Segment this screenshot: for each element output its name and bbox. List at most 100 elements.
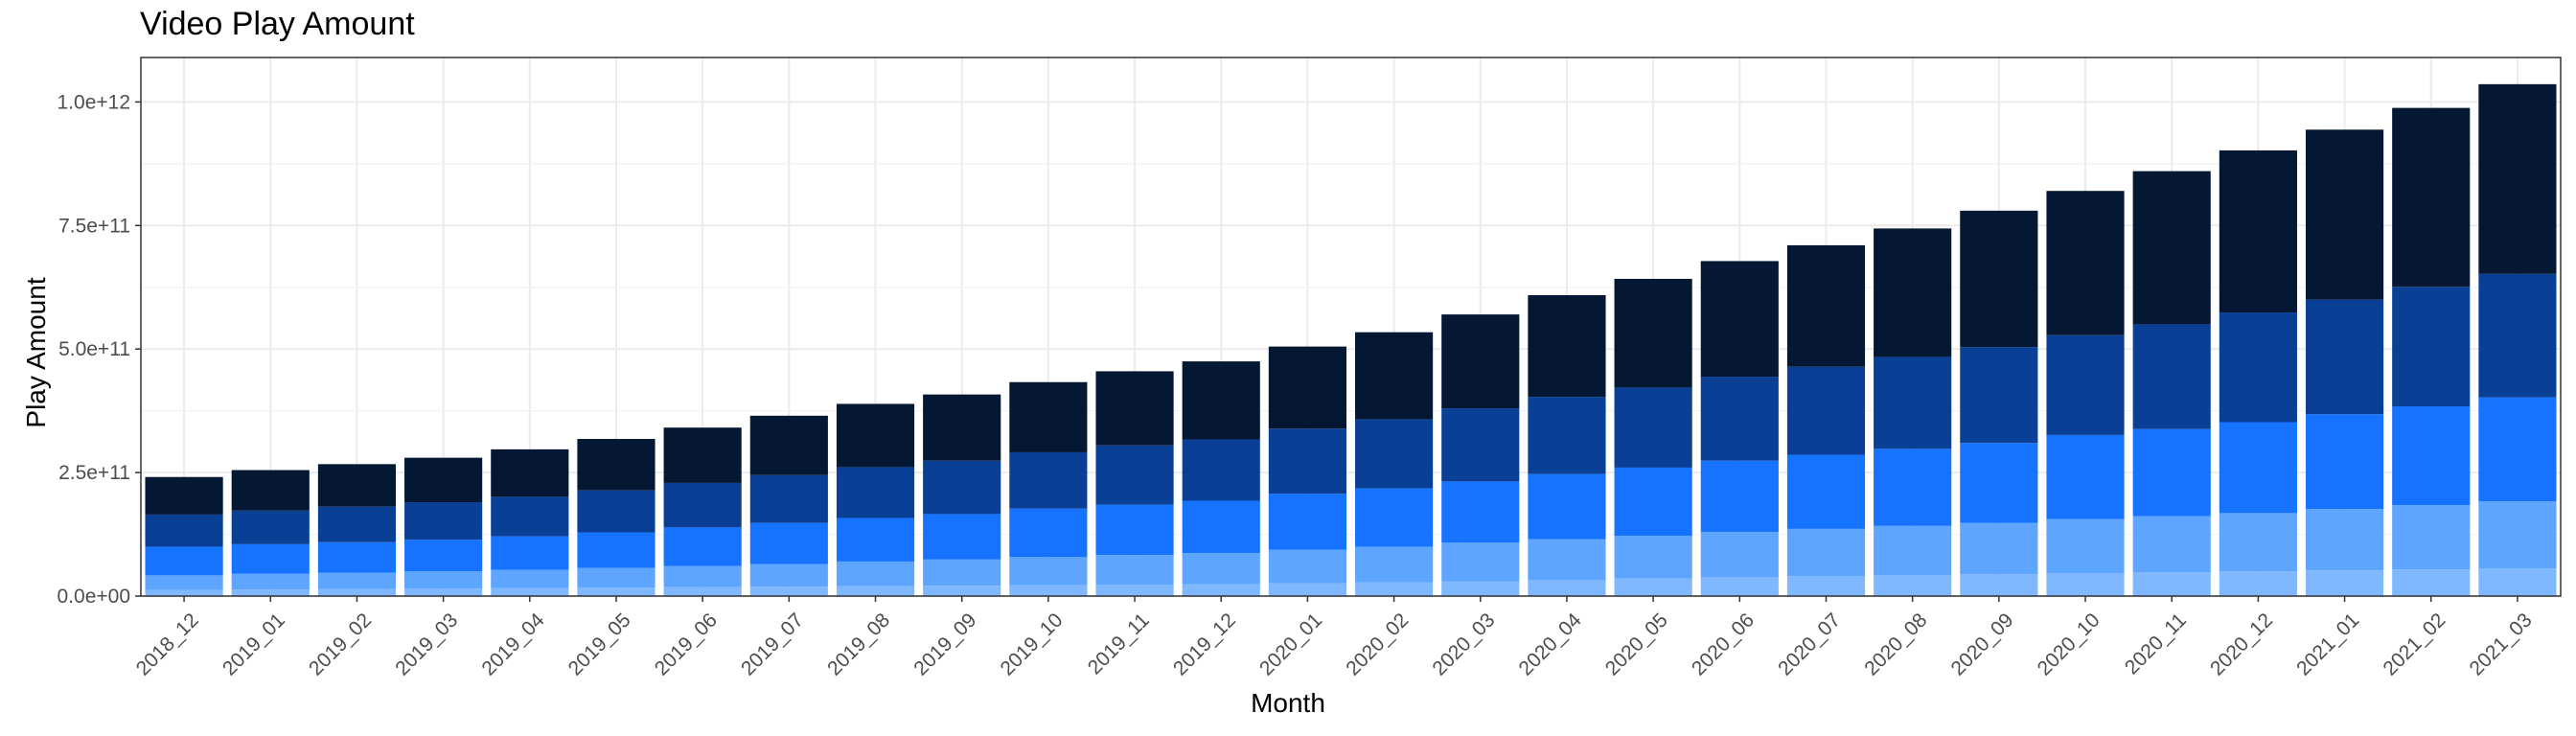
bar-segment: [923, 460, 1001, 515]
x-tick-label: 2019_01: [218, 609, 289, 679]
y-tick-label: 7.5e+11: [58, 215, 130, 237]
bar-segment: [2219, 422, 2297, 514]
bar-segment: [2478, 83, 2557, 274]
bar-segment: [2305, 414, 2384, 510]
x-tick-label: 2020_05: [1601, 609, 1672, 679]
x-tick-label: 2020_01: [1255, 609, 1326, 679]
bar-segment: [1528, 397, 1606, 474]
bar-segment: [663, 482, 742, 528]
bar-segment: [145, 575, 223, 590]
x-tick-label: 2021_03: [2466, 609, 2537, 679]
bar-segment: [1614, 578, 1692, 596]
bar-segment: [317, 464, 397, 507]
bar-segment: [1441, 542, 1520, 582]
bar-segment: [1355, 419, 1434, 489]
bar-segment: [404, 540, 483, 572]
x-tick-label: 2021_01: [2292, 609, 2363, 679]
bar-segment: [1268, 428, 1346, 494]
bar-segment: [1009, 451, 1088, 509]
bar-segment: [1528, 295, 1606, 398]
bar-segment: [145, 476, 223, 515]
bar-segment: [1960, 210, 2038, 348]
x-tick-label: 2019_07: [737, 609, 808, 679]
x-tick-label: 2019_12: [1169, 609, 1240, 679]
bar-segment: [1528, 579, 1606, 596]
bar-segment: [2132, 572, 2211, 596]
bar-segment: [491, 569, 569, 588]
bar-segment: [1874, 575, 1952, 596]
bar-segment: [836, 561, 915, 586]
bar-segment: [923, 586, 1001, 596]
bar-segment: [491, 587, 569, 596]
bar-segment: [1009, 585, 1088, 596]
bar-segment: [1441, 581, 1520, 596]
bar-segment: [2478, 273, 2557, 398]
bar-segment: [836, 467, 915, 518]
bar-segment: [1355, 582, 1434, 596]
bar-segment: [923, 559, 1001, 586]
bar-segment: [2046, 334, 2125, 435]
bar-segment: [836, 586, 915, 596]
bar-segment: [577, 439, 656, 491]
bar-segment: [1441, 481, 1520, 543]
bar-segment: [2132, 171, 2211, 325]
bar-segment: [2046, 518, 2125, 574]
bar-segment: [1182, 500, 1260, 554]
bar-segment: [1614, 536, 1692, 579]
bar-segment: [1528, 539, 1606, 580]
bar-segment: [1614, 278, 1692, 388]
bar-segment: [663, 527, 742, 566]
bar-segment: [1700, 577, 1779, 596]
bar-segment: [2478, 501, 2557, 569]
x-tick-label: 2019_09: [909, 609, 980, 679]
bar-segment: [491, 448, 569, 497]
bar-segment: [404, 502, 483, 540]
bar-segment: [577, 567, 656, 588]
bar-segment: [1786, 366, 1866, 455]
y-tick-label: 0.0e+00: [58, 586, 131, 608]
y-tick-label: 2.5e+11: [58, 462, 130, 484]
bar-segment: [2305, 509, 2384, 571]
bar-segment: [2219, 312, 2297, 423]
bar-segment: [1960, 443, 2038, 523]
x-tick-label: 2019_10: [997, 609, 1068, 679]
bar-segment: [1355, 546, 1434, 583]
bar-segment: [923, 394, 1001, 461]
bar-segment: [1700, 531, 1779, 578]
x-tick-label: 2019_06: [651, 609, 722, 679]
bar-segment: [1268, 494, 1346, 550]
bar-segment: [749, 415, 828, 475]
bar-segment: [2132, 516, 2211, 573]
bar-segment: [749, 522, 828, 564]
x-axis-title: Month: [1251, 688, 1325, 718]
x-tick-label: 2021_02: [2379, 609, 2450, 679]
x-tick-label: 2019_04: [477, 609, 548, 679]
bar-segment: [491, 496, 569, 537]
bar-segment: [1268, 549, 1346, 584]
bar-segment: [404, 457, 483, 503]
bar-segment: [2219, 571, 2297, 596]
bar-segment: [2478, 397, 2557, 502]
bar-segment: [2305, 299, 2384, 415]
x-tick-label: 2019_02: [305, 609, 376, 679]
bar-segment: [1960, 574, 2038, 596]
x-tick-label: 2019_11: [1084, 609, 1154, 678]
bar-segment: [2219, 150, 2297, 313]
bar-segment: [836, 403, 915, 468]
bar-segment: [1786, 244, 1866, 367]
bar-segment: [2132, 324, 2211, 429]
bar-segment: [1700, 377, 1779, 461]
bar-segment: [577, 532, 656, 568]
x-tick-label: 2020_03: [1428, 609, 1499, 679]
bar-segment: [1095, 504, 1174, 556]
bar-segment: [231, 510, 310, 544]
bar-segment: [2478, 568, 2557, 596]
bar-segment: [2392, 406, 2471, 506]
x-tick-label: 2019_05: [564, 609, 635, 679]
x-tick-label: 2020_11: [2121, 609, 2191, 678]
bar-segment: [1009, 381, 1088, 452]
bar-segment: [1528, 473, 1606, 540]
bar-segment: [145, 546, 223, 576]
bar-segment: [491, 536, 569, 570]
